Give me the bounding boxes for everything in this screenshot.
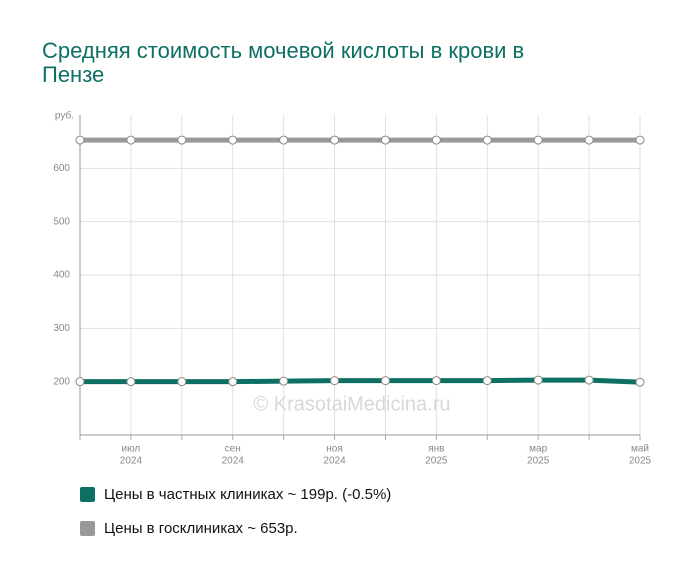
- legend-swatch: [80, 487, 95, 502]
- y-tick-label: 600: [53, 163, 70, 174]
- point: [75, 135, 85, 145]
- point: [126, 377, 136, 387]
- point: [330, 376, 340, 386]
- point: [228, 135, 238, 145]
- x-tick-year: 2025: [629, 456, 652, 467]
- point: [279, 376, 289, 386]
- point: [177, 377, 187, 387]
- x-tick-label: ноя: [326, 444, 343, 455]
- x-tick-year: 2024: [323, 456, 346, 467]
- point: [482, 135, 492, 145]
- point: [330, 135, 340, 145]
- series-line: [80, 377, 641, 385]
- chart-title: Средняя стоимость мочевой кислоты в кров…: [42, 38, 524, 87]
- x-tick-label: мар: [529, 444, 547, 455]
- point: [635, 135, 645, 145]
- point: [177, 135, 187, 145]
- y-tick-label: 500: [53, 216, 70, 227]
- legend-label: Цены в частных клиниках ~ 199р. (-0.5%): [104, 486, 391, 503]
- x-tick-year: 2024: [222, 456, 245, 467]
- x-tick-year: 2025: [425, 456, 448, 467]
- y-tick-label: 400: [53, 270, 70, 281]
- x-tick-label: янв: [428, 444, 444, 455]
- y-tick-label: 200: [53, 376, 70, 387]
- point: [279, 135, 289, 145]
- point: [533, 375, 543, 385]
- x-tick-label: май: [631, 444, 649, 455]
- point: [380, 135, 390, 145]
- x-tick-year: 2025: [527, 456, 550, 467]
- x-tick-label: июл: [122, 444, 141, 455]
- legend-swatch: [80, 521, 95, 536]
- point: [482, 376, 492, 386]
- y-unit-label: руб.: [55, 110, 74, 122]
- point: [75, 377, 85, 387]
- point: [584, 135, 594, 145]
- point: [380, 376, 390, 386]
- watermark: © KrasotaiMedicina.ru: [253, 393, 450, 415]
- point: [431, 135, 441, 145]
- point: [533, 135, 543, 145]
- y-tick-label: 300: [53, 323, 70, 334]
- x-tick-year: 2024: [120, 456, 143, 467]
- legend-label: Цены в госклиниках ~ 653р.: [104, 520, 298, 537]
- point: [126, 135, 136, 145]
- x-tick-label: сен: [225, 444, 241, 455]
- point: [228, 377, 238, 387]
- point: [431, 376, 441, 386]
- point: [584, 375, 594, 385]
- point: [635, 377, 645, 387]
